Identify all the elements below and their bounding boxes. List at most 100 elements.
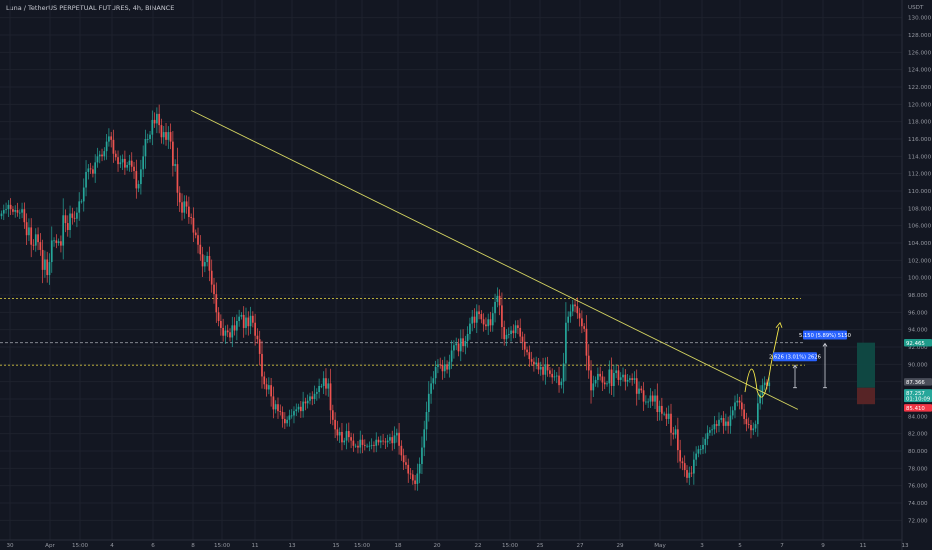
candle-up xyxy=(128,160,131,165)
candle-down xyxy=(242,314,245,328)
price-tick-label: 126.000 xyxy=(908,50,932,56)
candle-up xyxy=(555,375,558,377)
candle-up xyxy=(560,381,563,386)
candle-up xyxy=(375,439,378,446)
price-tick-label: 110.000 xyxy=(908,189,932,195)
candle-up xyxy=(510,330,512,334)
candle-up xyxy=(459,338,462,352)
candle-down xyxy=(208,256,211,271)
candle-up xyxy=(379,440,382,443)
candle-up xyxy=(318,386,320,393)
time-tick-label: 4 xyxy=(110,543,114,549)
candle-down xyxy=(263,376,266,385)
price-tick-label: 78.000 xyxy=(908,466,928,472)
candle-down xyxy=(265,384,268,390)
candle-down xyxy=(55,240,58,243)
candle-down xyxy=(37,234,39,243)
candle-up xyxy=(736,400,739,403)
candle-down xyxy=(679,450,681,462)
candle-up xyxy=(290,415,293,417)
candle-down xyxy=(414,480,416,484)
candle-up xyxy=(754,424,757,429)
candle-down xyxy=(473,316,476,323)
candle-up xyxy=(274,404,277,410)
price-tick-label: 106.000 xyxy=(908,224,932,230)
candle-down xyxy=(617,370,620,380)
candle-down xyxy=(135,171,138,189)
candle-up xyxy=(487,319,490,327)
candle-down xyxy=(233,325,236,331)
candle-up xyxy=(338,431,341,436)
candle-up xyxy=(85,171,87,188)
candle-down xyxy=(222,327,224,336)
candle-down xyxy=(160,125,163,138)
candle-up xyxy=(645,401,647,403)
price-tick-label: 128.000 xyxy=(908,33,932,39)
candle-up xyxy=(48,262,51,276)
candle-up xyxy=(724,421,727,426)
time-axis: 30 Apr 15:00 4 6 8 15:00 11 13 15 15:00 18 20 22 15:00… xyxy=(0,539,909,549)
candle-up xyxy=(418,464,421,474)
candle-down xyxy=(30,227,33,245)
candles xyxy=(0,104,771,491)
candle-down xyxy=(558,375,560,386)
candle-up xyxy=(763,382,766,386)
time-tick-label: 15:00 xyxy=(502,543,519,549)
candle-up xyxy=(162,132,165,138)
candle-down xyxy=(363,444,366,446)
candle-down xyxy=(690,472,693,474)
candle-down xyxy=(194,232,197,236)
candle-up xyxy=(386,440,389,443)
candle-up xyxy=(2,210,5,214)
candle-down xyxy=(642,390,645,402)
time-tick-label: 6 xyxy=(151,543,155,549)
candle-down xyxy=(311,396,314,399)
price-tick-label: 118.000 xyxy=(908,120,932,126)
time-tick-label: Apr xyxy=(45,543,55,549)
candle-down xyxy=(528,352,531,360)
candle-up xyxy=(368,445,371,447)
candle-down xyxy=(39,242,42,250)
candle-down xyxy=(256,335,259,340)
candle-down xyxy=(192,217,195,233)
position-boxes xyxy=(857,342,875,405)
candle-down xyxy=(261,353,263,377)
price-tag-current xyxy=(904,389,932,403)
candle-up xyxy=(455,343,458,346)
candle-down xyxy=(400,445,403,456)
candle-up xyxy=(649,395,652,402)
candle-down xyxy=(178,192,181,203)
candle-up xyxy=(697,449,700,454)
candle-up xyxy=(622,374,624,378)
candle-down xyxy=(158,113,161,126)
candle-down xyxy=(279,411,282,412)
price-tag-stop xyxy=(904,404,932,412)
measure-label: 2.626 (3.01%) 2626 xyxy=(769,355,821,361)
candle-down xyxy=(336,429,339,436)
candle-down xyxy=(727,421,729,426)
candle-down xyxy=(411,474,414,481)
candle-down xyxy=(409,473,412,475)
candle-down xyxy=(576,306,579,314)
candle-down xyxy=(546,364,549,371)
price-tag-label: 85.410 xyxy=(906,406,925,412)
candle-up xyxy=(320,386,323,387)
candle-down xyxy=(537,362,540,370)
candle-up xyxy=(119,162,122,165)
candle-up xyxy=(44,259,46,270)
candle-up xyxy=(343,440,346,443)
time-tick-label: 3 xyxy=(700,543,704,549)
candle-up xyxy=(18,212,21,214)
candle-up xyxy=(389,437,391,441)
candle-down xyxy=(377,439,380,443)
candle-down xyxy=(398,432,400,446)
candle-up xyxy=(345,431,348,441)
candle-up xyxy=(693,459,695,474)
candle-up xyxy=(565,322,567,364)
price-tick-label: 74.000 xyxy=(908,501,928,507)
price-tick-label: 108.000 xyxy=(908,206,932,212)
horizontal-levels xyxy=(0,298,805,366)
projection-arrow-icon xyxy=(775,321,783,329)
candle-down xyxy=(12,209,14,212)
